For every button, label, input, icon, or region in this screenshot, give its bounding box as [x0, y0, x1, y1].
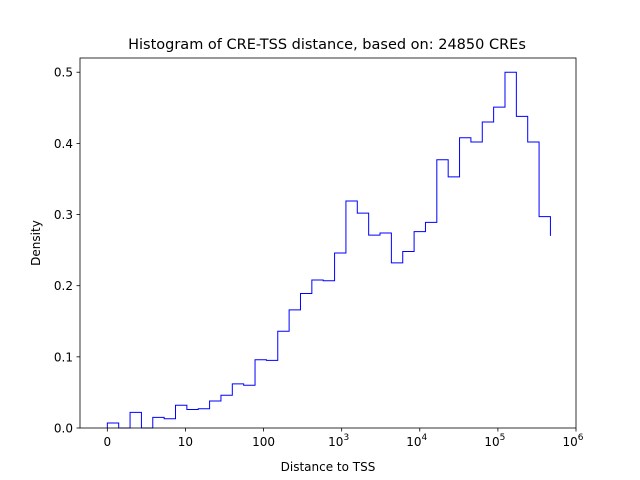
y-tick-label: 0.5 [54, 66, 73, 80]
x-axis: 0 10 100 103 104 105 106 [104, 428, 584, 449]
y-axis-label: Density [29, 220, 43, 266]
chart-title: Histogram of CRE-TSS distance, based on:… [128, 37, 526, 53]
histogram-step-line [106, 71, 551, 429]
y-tick-label: 0.3 [54, 208, 73, 222]
y-tick-label: 0.1 [54, 350, 73, 364]
y-axis: 0.0 0.1 0.2 0.3 0.4 0.5 [54, 66, 80, 436]
plot-area [80, 58, 576, 428]
plot-frame [79, 57, 577, 429]
y-tick-label: 0.4 [54, 137, 73, 151]
x-tick-label: 100 [252, 435, 275, 449]
y-tick-label: 0.0 [54, 422, 73, 436]
x-tick-label: 0 [104, 435, 112, 449]
y-tick-label: 0.2 [54, 279, 73, 293]
x-axis-label: Distance to TSS [281, 460, 376, 474]
x-tick-label: 10 [178, 435, 193, 449]
